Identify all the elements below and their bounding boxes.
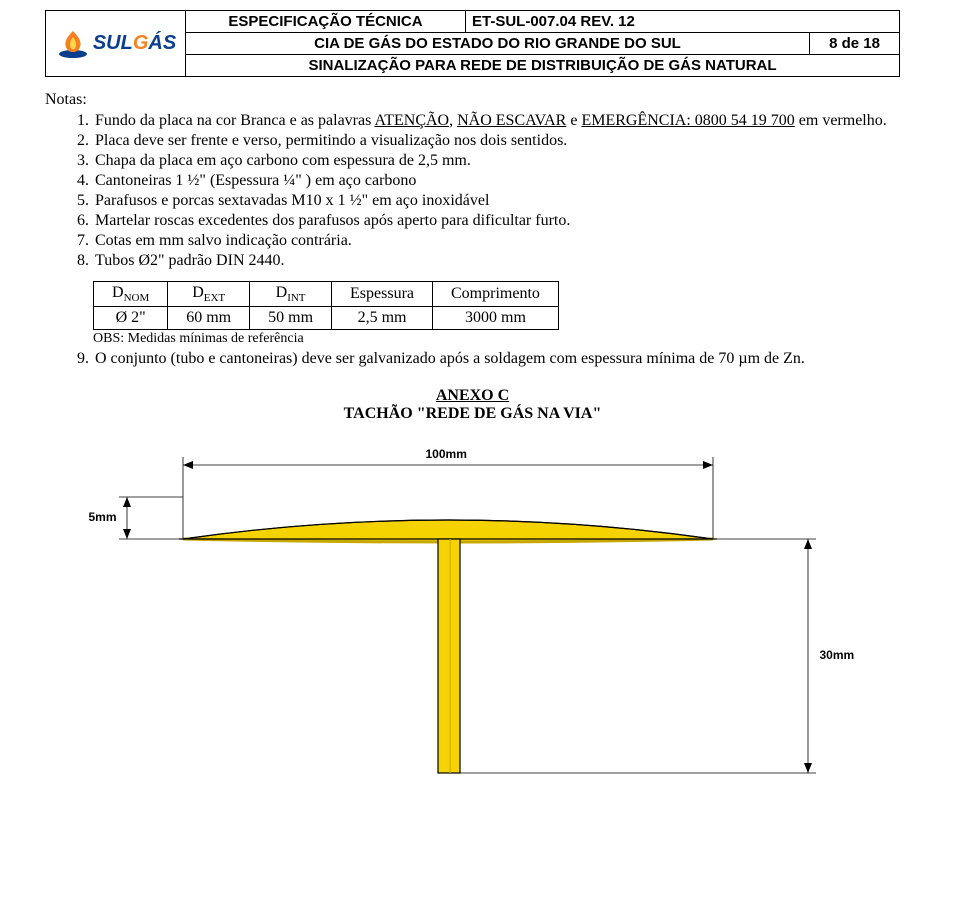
note-3: Chapa da placa em aço carbono com espess… bbox=[93, 151, 900, 171]
dim-r3: 50 mm bbox=[250, 307, 332, 330]
note-7: Cotas em mm salvo indicação contrária. bbox=[93, 231, 900, 251]
notes-list: Fundo da placa na cor Branca e as palavr… bbox=[45, 111, 900, 271]
logo-cell: SULGÁS bbox=[46, 11, 186, 77]
note-6: Martelar roscas excedentes dos parafusos… bbox=[93, 211, 900, 231]
header-page: 8 de 18 bbox=[810, 33, 900, 55]
notes-section: Notas: Fundo da placa na cor Branca e as… bbox=[45, 91, 900, 369]
note-1-seg4: em vermelho. bbox=[795, 112, 887, 129]
dim-r5: 3000 mm bbox=[433, 307, 559, 330]
header-spec-title: ESPECIFICAÇÃO TÉCNICA bbox=[186, 11, 466, 33]
note-1-u2: NÃO ESCAVAR bbox=[457, 112, 566, 129]
dim-h2: DEXT bbox=[168, 282, 250, 307]
note-9: O conjunto (tubo e cantoneiras) deve ser… bbox=[93, 349, 900, 369]
note-1-seg3: e bbox=[566, 112, 581, 129]
header-doc-code: ET-SUL-007.04 REV. 12 bbox=[466, 11, 900, 33]
sulgas-logo: SULGÁS bbox=[52, 29, 179, 59]
logo-text-main: SUL bbox=[93, 32, 133, 54]
logo-text: SULGÁS bbox=[93, 32, 176, 55]
dim-h1: DNOM bbox=[94, 282, 168, 307]
tachao-svg bbox=[93, 443, 853, 823]
dim-r2: 60 mm bbox=[168, 307, 250, 330]
note-1-u1: ATENÇÃO bbox=[374, 112, 449, 129]
tachao-drawing: 100mm 5mm 30mm bbox=[93, 443, 853, 823]
logo-text-accent: G bbox=[133, 32, 149, 54]
note-4: Cantoneiras 1 ½" (Espessura ¼" ) em aço … bbox=[93, 171, 900, 191]
dim-h5: Comprimento bbox=[433, 282, 559, 307]
dim-r1: Ø 2" bbox=[94, 307, 168, 330]
dim-label-right: 30mm bbox=[820, 648, 855, 662]
note-5: Parafusos e porcas sextavadas M10 x 1 ½"… bbox=[93, 191, 900, 211]
notes-heading: Notas: bbox=[45, 91, 87, 108]
dim-label-left: 5mm bbox=[89, 510, 117, 524]
notes-list-2: O conjunto (tubo e cantoneiras) deve ser… bbox=[45, 349, 900, 369]
note-1-seg1: Fundo da placa na cor Branca e as palavr… bbox=[95, 112, 374, 129]
note-8: Tubos Ø2" padrão DIN 2440. bbox=[93, 251, 900, 271]
dim-label-top: 100mm bbox=[426, 447, 467, 461]
dim-h3: DINT bbox=[250, 282, 332, 307]
logo-text-tail: ÁS bbox=[148, 32, 176, 54]
annex-title: ANEXO C bbox=[45, 387, 900, 405]
note-1: Fundo da placa na cor Branca e as palavr… bbox=[93, 111, 900, 131]
header-company: CIA DE GÁS DO ESTADO DO RIO GRANDE DO SU… bbox=[186, 33, 810, 55]
note-2: Placa deve ser frente e verso, permitind… bbox=[93, 131, 900, 151]
note-1-seg2: , bbox=[449, 112, 457, 129]
annex-heading: ANEXO C TACHÃO "REDE DE GÁS NA VIA" bbox=[45, 387, 900, 423]
flame-icon bbox=[55, 29, 91, 59]
header-doc-title: SINALIZAÇÃO PARA REDE DE DISTRIBUIÇÃO DE… bbox=[186, 55, 900, 77]
dim-r4: 2,5 mm bbox=[332, 307, 433, 330]
dim-table-obs: OBS: Medidas mínimas de referência bbox=[93, 331, 900, 347]
dimension-table: DNOM DEXT DINT Espessura Comprimento Ø 2… bbox=[93, 281, 559, 330]
annex-subtitle: TACHÃO "REDE DE GÁS NA VIA" bbox=[45, 405, 900, 423]
note-1-u3: EMERGÊNCIA: 0800 54 19 700 bbox=[581, 112, 794, 129]
dim-h4: Espessura bbox=[332, 282, 433, 307]
doc-header-table: SULGÁS ESPECIFICAÇÃO TÉCNICA ET-SUL-007.… bbox=[45, 10, 900, 77]
